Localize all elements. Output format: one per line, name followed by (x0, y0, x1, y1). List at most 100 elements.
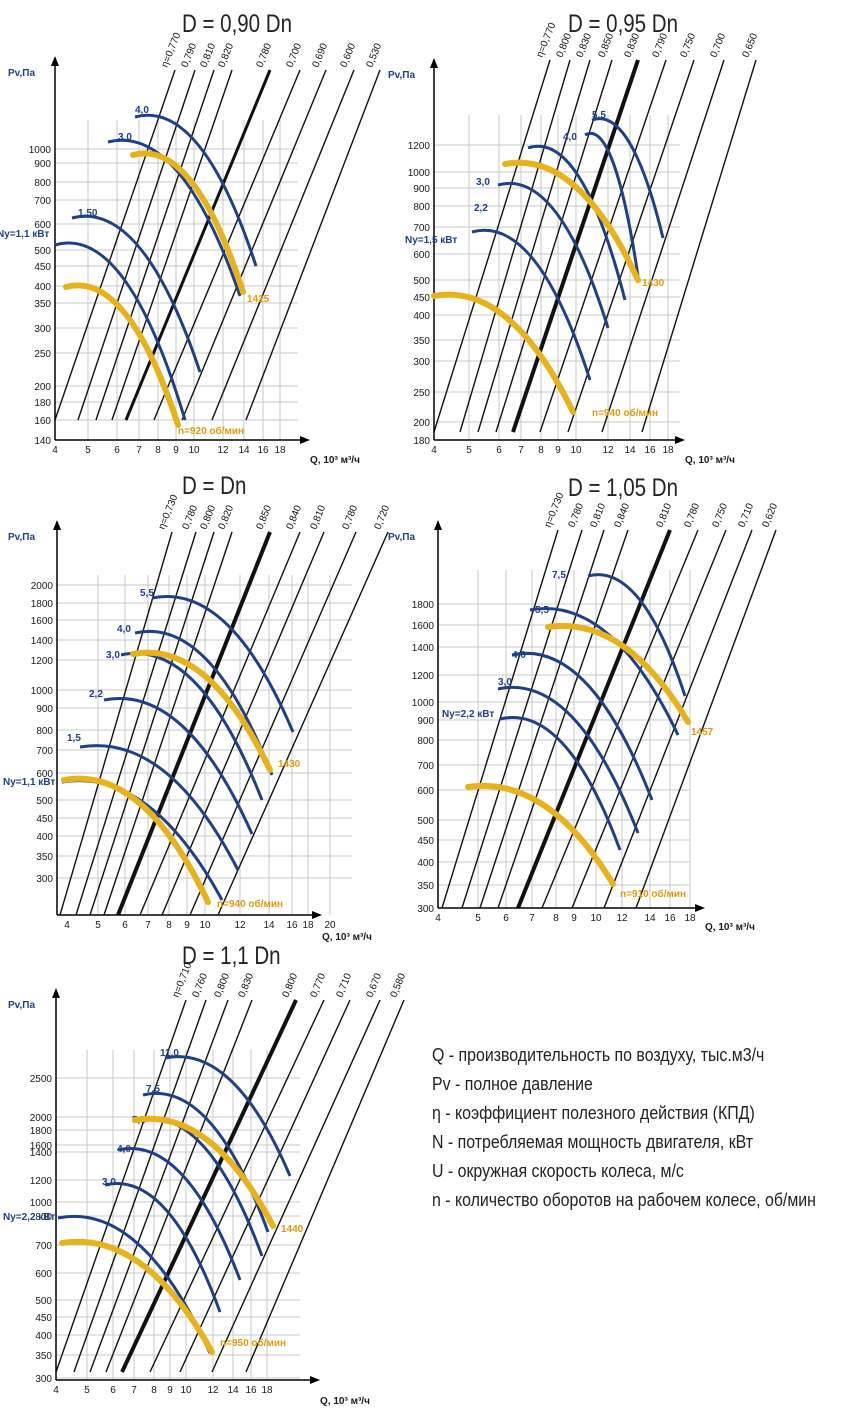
speed-label: 1430 (278, 759, 301, 770)
power-label: 5,5 (535, 605, 549, 616)
efficiency-line (477, 59, 591, 433)
y-tick-label: 200 (34, 382, 51, 393)
y-tick-label: 350 (34, 299, 51, 310)
efficiency-line (641, 59, 757, 433)
efficiency-line (217, 531, 389, 916)
y-tick-label: 180 (34, 398, 51, 409)
y-tick-label: 800 (417, 736, 434, 747)
y-tick-label: 700 (36, 746, 53, 757)
power-label: 4,0 (135, 105, 149, 116)
efficiency-line (181, 69, 327, 421)
power-label: Ny=2,2 кВт (3, 1212, 55, 1223)
efficiency-line (635, 529, 777, 909)
efficiency-line (105, 999, 253, 1373)
speed-curve (130, 649, 273, 773)
efficiency-line (116, 531, 272, 916)
chart-d-110: D = 1,1 Dn η=0,710 0,760 0,800 0,830 0,800 0,… (0, 940, 430, 1417)
efficiency-label: 0,710 (737, 501, 757, 529)
y-axis-arrow (52, 988, 60, 998)
x-tick-label: 14 (624, 445, 636, 456)
y-axis-label: Pv,Па (8, 68, 35, 79)
efficiency-line (139, 531, 301, 916)
efficiency-line (245, 69, 381, 421)
power-curve (104, 1182, 222, 1313)
power-curve (497, 182, 610, 329)
x-axis-arrow (695, 904, 705, 912)
efficiency-label: 0,750 (679, 31, 699, 59)
x-tick-label: 8 (155, 445, 161, 456)
x-tick-label: 7 (131, 1385, 137, 1396)
efficiency-label: 0,810 (309, 503, 329, 531)
efficiency-label: 0,820 (217, 503, 237, 531)
legend-item-pv: Pv - полное давление (432, 1073, 593, 1094)
efficiency-label: 0,760 (191, 971, 211, 999)
power-label: Ny=1,1 кВт (3, 777, 55, 788)
y-tick-label: 500 (34, 246, 51, 257)
speed-label: 1440 (281, 1224, 304, 1235)
efficiency-line (111, 69, 233, 421)
efficiency-line (103, 531, 233, 916)
y-tick-label: 500 (413, 276, 430, 287)
power-curve (587, 573, 687, 697)
efficiency-label: 0,650 (741, 31, 761, 59)
efficiency-label: 0,830 (623, 31, 643, 59)
y-tick-label: 1000 (408, 168, 431, 179)
speed-label: n=950 об/мин (220, 1337, 286, 1349)
x-tick-label: 4 (53, 1385, 59, 1396)
y-tick-label: 700 (35, 1241, 52, 1252)
efficiency-label: 0,620 (761, 501, 781, 529)
x-tick-label: 10 (590, 913, 602, 924)
efficiency-line (571, 529, 727, 909)
efficiency-line (211, 999, 381, 1373)
efficiency-label: 0,790 (651, 31, 671, 59)
x-tick-label: 8 (151, 1385, 157, 1396)
y-tick-label: 1000 (412, 698, 435, 709)
x-tick-label: 12 (616, 913, 628, 924)
legend-item-eta: η - коэффициент полезного действия (КПД) (432, 1102, 755, 1123)
y-tick-label: 250 (34, 349, 51, 360)
y-tick-label: 400 (35, 1331, 52, 1342)
power-label: Ny=1,5 кВт (405, 235, 457, 246)
y-tick-label: 450 (34, 262, 51, 273)
chart-title: D = 0,95 Dn (568, 10, 678, 38)
efficiency-label: 0,780 (255, 41, 275, 69)
y-tick-label: 450 (35, 1313, 52, 1324)
efficiency-line (479, 529, 605, 909)
speed-label: 1430 (642, 278, 665, 289)
x-tick-label: 10 (180, 1385, 192, 1396)
efficiency-label: 0,780 (181, 503, 201, 531)
power-curve (142, 1092, 270, 1233)
x-tick-label: 18 (274, 445, 286, 456)
y-tick-label: 350 (36, 852, 53, 863)
x-tick-label: 7 (136, 445, 142, 456)
power-label: 2,2 (89, 689, 103, 700)
power-label: 4,0 (117, 1144, 131, 1155)
efficiency-label: 0,770 (309, 971, 329, 999)
x-tick-label: 8 (538, 445, 544, 456)
x-tick-label: 12 (602, 445, 614, 456)
x-tick-label: 9 (184, 920, 190, 931)
speed-label: n=920 об/мин (178, 425, 244, 437)
power-curve (591, 117, 665, 239)
chart-plot: η=0,730 0,780 0,810 0,840 0,810 0,780 0,750 0,7… (388, 491, 781, 933)
y-tick-label: 600 (36, 769, 53, 780)
power-curve (151, 595, 295, 733)
y-tick-label: 500 (36, 796, 53, 807)
efficiency-label: 0,670 (365, 971, 385, 999)
power-label: Ny=2,2 кВт (442, 709, 494, 720)
y-axis-arrow (430, 58, 438, 68)
efficiency-label: 0,690 (311, 41, 331, 69)
efficiency-line (124, 69, 272, 421)
x-tick-label: 8 (166, 920, 172, 931)
legend-item-n-power: N - потребляемая мощность двигателя, кВт (432, 1131, 754, 1152)
efficiency-line (539, 59, 667, 433)
speed-curve (545, 622, 691, 725)
x-tick-label: 5 (475, 913, 481, 924)
efficiency-label: 0,780 (341, 503, 361, 531)
efficiency-label: 0,790 (180, 41, 200, 69)
y-tick-label: 300 (413, 357, 430, 368)
x-tick-label: 18 (261, 1385, 273, 1396)
